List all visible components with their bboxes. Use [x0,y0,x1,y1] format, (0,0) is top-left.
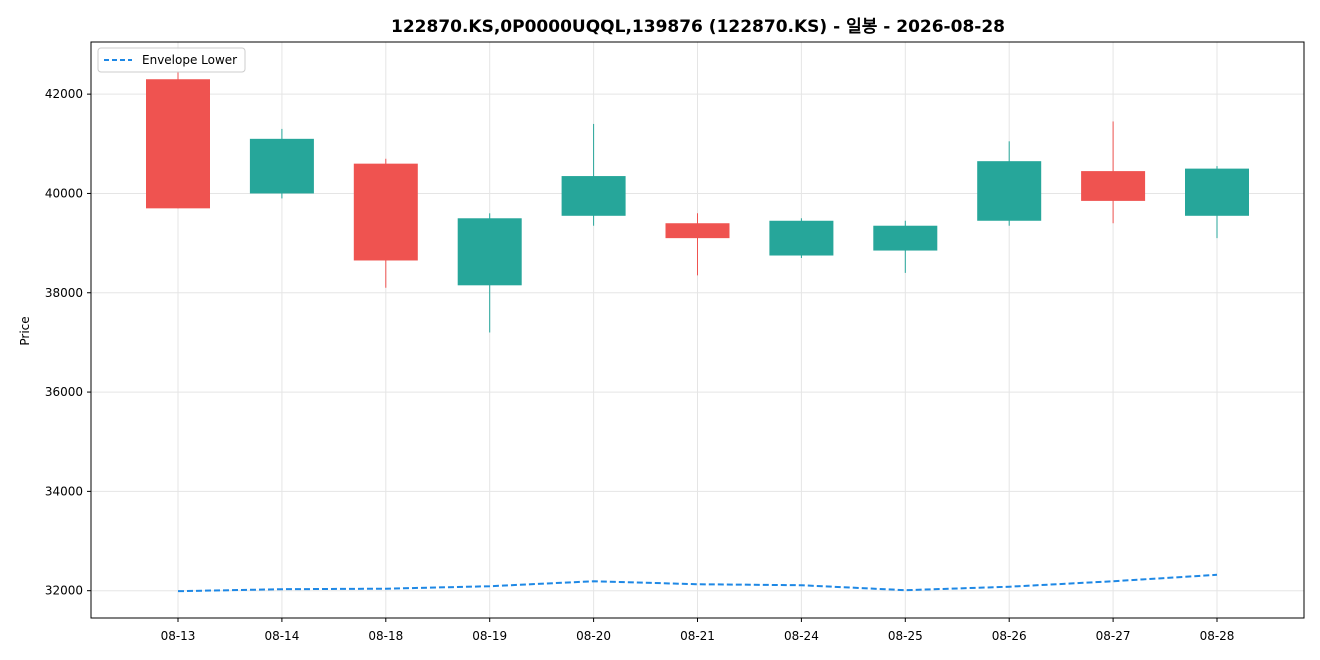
candle-body [146,79,210,209]
chart-title: 122870.KS,0P0000UQQL,139876 (122870.KS) … [391,17,1005,37]
candle-body [457,218,522,286]
envelope-series [177,573,1218,593]
x-tick-label: 08-18 [368,629,403,643]
x-tick-label: 08-20 [576,629,611,643]
candle-body [249,138,314,194]
series-line-envelope-lower [177,573,1218,593]
y-axis-label: Price [18,316,32,345]
candle-body [1185,168,1249,216]
candle-08-19 [457,213,522,333]
x-tick-label: 08-13 [161,629,196,643]
candle-body [1081,171,1146,201]
y-tick-label: 36000 [45,385,83,399]
candle-08-20 [561,123,626,226]
x-tick-label: 08-19 [472,629,507,643]
grid-lines [91,42,1304,618]
candle-08-27 [1081,121,1146,224]
candle-08-13 [146,71,210,209]
x-tick-label: 08-28 [1200,629,1235,643]
candle-08-26 [977,141,1042,226]
candle-08-28 [1185,166,1249,239]
candle-08-21 [665,213,730,276]
legend-box [97,47,246,73]
y-tick-label: 38000 [45,286,83,300]
candle-08-14 [249,128,314,199]
candle-08-18 [353,158,418,288]
x-tick-label: 08-26 [992,629,1027,643]
candle-body [561,176,626,216]
y-tick-label: 42000 [45,87,83,101]
candle-08-25 [873,220,938,273]
candles [146,71,1249,333]
candle-body [353,163,418,261]
candle-body [769,220,834,256]
candle-body [977,161,1042,221]
candle-body [873,225,938,251]
y-tick-label: 40000 [45,186,83,200]
y-tick-label: 32000 [45,584,83,598]
x-tick-label: 08-21 [680,629,715,643]
legend-label-envelope-lower: Envelope Lower [142,53,237,67]
legend: Envelope Lower [97,47,246,73]
y-tick-label: 34000 [45,484,83,498]
candle-body [665,223,730,239]
x-tick-label: 08-27 [1096,629,1131,643]
x-tick-label: 08-24 [784,629,819,643]
x-tick-label: 08-25 [888,629,923,643]
y-axis: 32000 34000 36000 38000 40000 42000 [45,87,91,598]
candle-08-24 [769,218,834,258]
x-axis: 08-13 08-14 08-18 08-19 08-20 08-21 08-24 08-25… [161,618,1235,643]
x-tick-label: 08-14 [264,629,299,643]
